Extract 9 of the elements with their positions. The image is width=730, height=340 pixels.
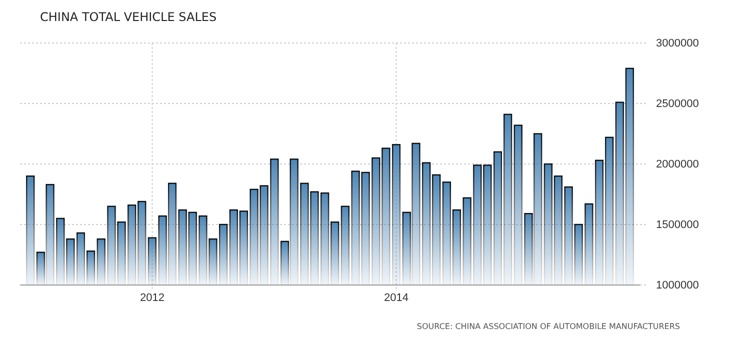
x-tick-label: 2014: [384, 292, 409, 304]
y-tick-label: 1000000: [656, 280, 699, 292]
y-tick-label: 2000000: [656, 158, 699, 171]
y-tick-label: 2500000: [656, 98, 699, 110]
y-tick-label: 1500000: [656, 219, 699, 232]
x-tick-label: 2012: [140, 292, 164, 304]
source-note: SOURCE: CHINA ASSOCIATION OF AUTOMOBILE MANUFACTURERS: [416, 322, 680, 331]
chart-title: CHINA TOTAL VEHICLE SALES: [40, 10, 217, 24]
y-tick-label: 3000000: [656, 38, 699, 50]
